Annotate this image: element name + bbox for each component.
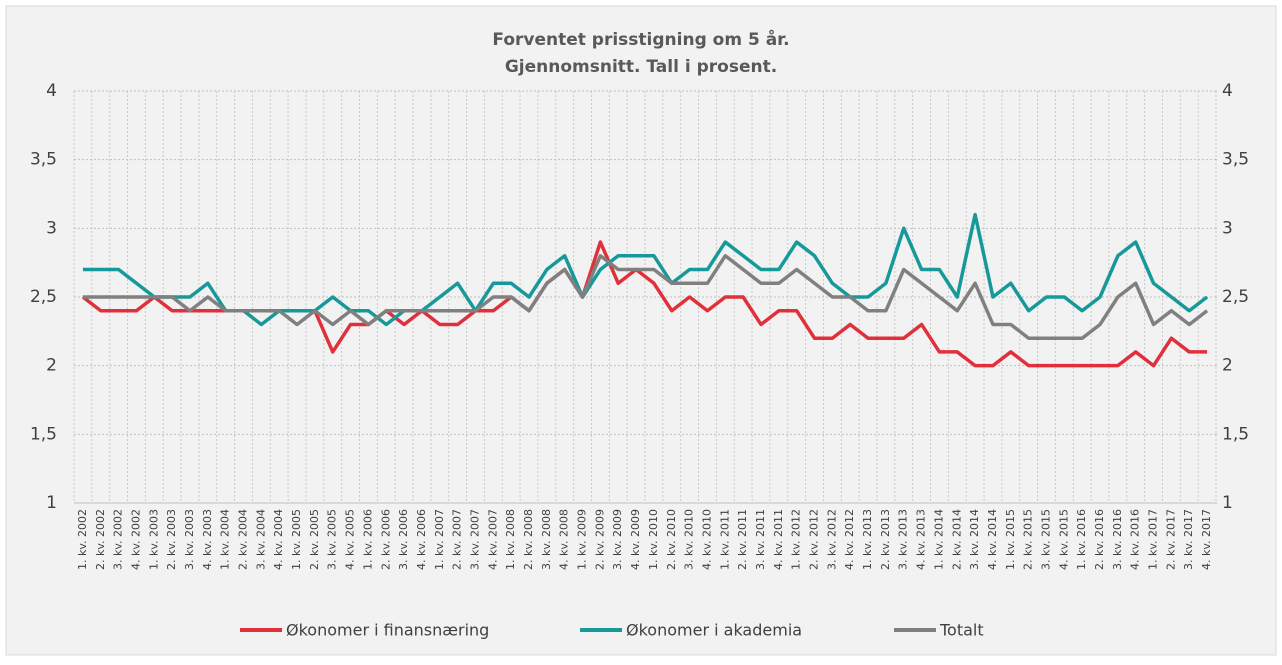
x-tick-label: 1. kv. 2012 (790, 509, 803, 570)
chart-subtitle: Gjennomsnitt. Tall i prosent. (505, 57, 777, 77)
x-tick-label: 3. kv. 2013 (897, 509, 910, 570)
y2-tick-label: 2 (1222, 356, 1233, 376)
x-tick-label: 1. kv. 2015 (1004, 509, 1017, 570)
x-tick-label: 4. kv. 2008 (558, 509, 571, 570)
y2-tick-label: 1,5 (1222, 424, 1249, 444)
x-tick-label: 4. kv. 2005 (344, 509, 357, 570)
y-tick-label: 1,5 (30, 424, 57, 444)
x-tick-label: 1. kv. 2008 (504, 509, 517, 570)
x-tick-label: 1. kv. 2004 (219, 509, 232, 570)
x-tick-label: 2. kv. 2006 (379, 509, 392, 570)
y2-tick-label: 4 (1222, 81, 1233, 101)
x-tick-label: 3. kv. 2016 (1111, 509, 1124, 570)
y2-tick-label: 3 (1222, 218, 1233, 238)
x-tick-label: 2. kv. 2016 (1093, 509, 1106, 570)
x-tick-label: 2. kv. 2008 (522, 509, 535, 570)
x-tick-label: 3. kv. 2012 (825, 509, 838, 570)
chart-background (5, 5, 1277, 656)
x-tick-label: 3. kv. 2009 (611, 509, 624, 570)
x-tick-label: 1. kv. 2010 (647, 509, 660, 570)
x-tick-label: 4. kv. 2012 (843, 509, 856, 570)
x-tick-label: 4. kv. 2017 (1200, 509, 1213, 570)
legend-label: Økonomer i akademia (626, 621, 802, 640)
x-tick-label: 1. kv. 2005 (290, 509, 303, 570)
y-tick-label: 4 (46, 81, 57, 101)
x-tick-label: 4. kv. 2003 (201, 509, 214, 570)
y-tick-label: 2 (46, 356, 57, 376)
x-tick-label: 1. kv. 2013 (861, 509, 874, 570)
x-tick-label: 2. kv. 2007 (451, 509, 464, 570)
x-tick-label: 2. kv. 2011 (736, 509, 749, 570)
x-tick-label: 1. kv. 2007 (433, 509, 446, 570)
y-tick-label: 2,5 (30, 287, 57, 307)
x-tick-label: 1. kv. 2011 (718, 509, 731, 570)
x-tick-label: 4. kv. 2010 (700, 509, 713, 570)
x-tick-label: 2. kv. 2004 (237, 509, 250, 570)
x-tick-label: 1. kv. 2016 (1075, 509, 1088, 570)
y-tick-label: 1 (46, 493, 57, 513)
x-tick-label: 3. kv. 2006 (397, 509, 410, 570)
y-tick-label: 3,5 (30, 150, 57, 170)
x-tick-label: 4. kv. 2002 (129, 509, 142, 570)
y2-tick-label: 2,5 (1222, 287, 1249, 307)
x-tick-label: 4. kv. 2006 (415, 509, 428, 570)
x-tick-label: 3. kv. 2008 (540, 509, 553, 570)
y-tick-label: 3 (46, 218, 57, 238)
x-tick-label: 2. kv. 2010 (665, 509, 678, 570)
x-tick-label: 4. kv. 2009 (629, 509, 642, 570)
x-tick-label: 2. kv. 2015 (1022, 509, 1035, 570)
x-tick-label: 4. kv. 2016 (1129, 509, 1142, 570)
x-tick-label: 3. kv. 2003 (183, 509, 196, 570)
x-tick-label: 1. kv. 2003 (147, 509, 160, 570)
x-tick-label: 2. kv. 2005 (308, 509, 321, 570)
x-tick-label: 4. kv. 2004 (272, 509, 285, 570)
line-series (82, 212, 1209, 327)
x-tick-label: 2. kv. 2012 (808, 509, 821, 570)
x-tick-label: 4. kv. 2007 (486, 509, 499, 570)
x-tick-label: 4. kv. 2014 (986, 509, 999, 570)
x-tick-label: 2. kv. 2002 (94, 509, 107, 570)
x-tick-label: 1. kv. 2006 (361, 509, 374, 570)
x-tick-label: 2. kv. 2013 (879, 509, 892, 570)
x-tick-label: 4. kv. 2013 (915, 509, 928, 570)
legend-label: Totalt (939, 621, 984, 640)
y2-tick-label: 1 (1222, 493, 1233, 513)
x-tick-label: 2. kv. 2014 (950, 509, 963, 570)
x-tick-label: 1. kv. 2017 (1147, 509, 1160, 570)
x-tick-label: 3. kv. 2017 (1182, 509, 1195, 570)
x-tick-label: 3. kv. 2010 (683, 509, 696, 570)
x-tick-label: 4. kv. 2015 (1057, 509, 1070, 570)
line-series (82, 254, 1209, 340)
x-tick-label: 2. kv. 2017 (1164, 509, 1177, 570)
x-tick-label: 1. kv. 2014 (932, 509, 945, 570)
x-tick-label: 2. kv. 2003 (165, 509, 178, 570)
x-tick-label: 1. kv. 2002 (76, 509, 89, 570)
x-tick-label: 3. kv. 2011 (754, 509, 767, 570)
x-tick-label: 3. kv. 2015 (1039, 509, 1052, 570)
x-tick-label: 2. kv. 2009 (593, 509, 606, 570)
x-tick-label: 3. kv. 2005 (326, 509, 339, 570)
y2-tick-label: 3,5 (1222, 150, 1249, 170)
x-tick-label: 4. kv. 2011 (772, 509, 785, 570)
x-tick-label: 3. kv. 2004 (254, 509, 267, 570)
x-tick-label: 3. kv. 2014 (968, 509, 981, 570)
chart-title: Forventet prisstigning om 5 år. (492, 28, 789, 50)
legend-label: Økonomer i finansnæring (286, 621, 489, 640)
x-tick-label: 3. kv. 2002 (112, 509, 125, 570)
x-tick-label: 1. kv. 2009 (576, 509, 589, 570)
x-tick-label: 3. kv. 2007 (468, 509, 481, 570)
